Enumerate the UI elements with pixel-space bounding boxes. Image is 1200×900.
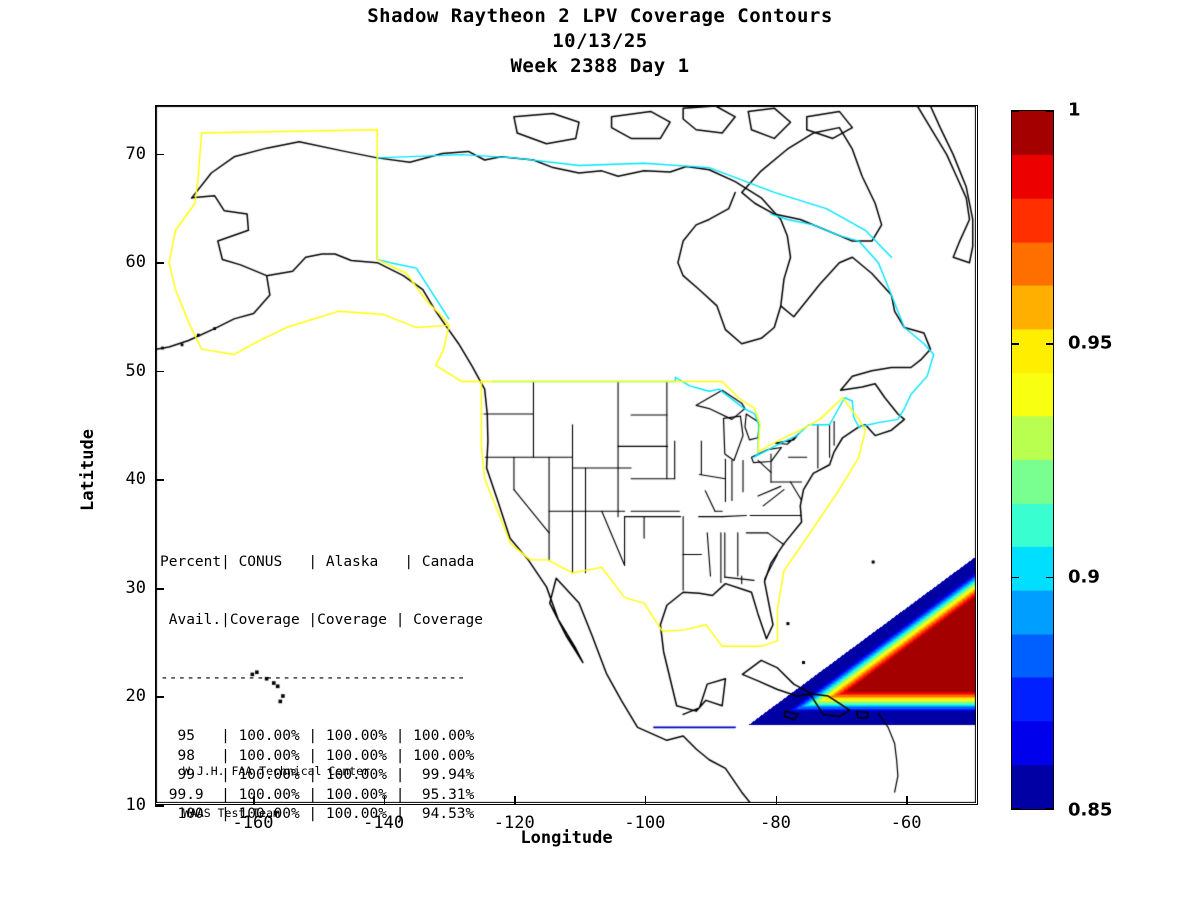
x-tickmark	[775, 796, 778, 805]
y-tick-70: 70	[125, 143, 146, 164]
y-tick-30: 30	[125, 577, 146, 598]
colorbar-gradient	[1011, 110, 1054, 810]
credit-line-2: WAAS Test Team	[183, 806, 280, 820]
colorbar-label-1: 1	[1068, 99, 1081, 121]
table-row: 98 | 100.00% | 100.00% | 100.00%	[160, 747, 475, 764]
credit-line-1: W.J.H. FAA Technical Center	[183, 764, 370, 778]
colorbar-label-0p85: 0.85	[1068, 799, 1113, 821]
y-tick-20: 20	[125, 686, 146, 707]
colorbar-tick	[1011, 110, 1019, 112]
colorbar-tick	[1046, 808, 1054, 810]
x-tick-neg100: -100	[624, 813, 666, 833]
coverage-stats-table: Percent| CONUS | Alaska | Canada Avail.|…	[160, 514, 483, 844]
stats-header-row-1: Percent| CONUS | Alaska | Canada	[160, 553, 475, 570]
colorbar-tick	[1011, 808, 1019, 810]
y-tickmark	[155, 262, 164, 264]
table-row: 99.9 | 100.00% | 100.00% | 95.31%	[160, 786, 475, 803]
table-row: 95 | 100.00% | 100.00% | 100.00%	[160, 728, 475, 745]
x-tick-neg60: -60	[890, 813, 922, 833]
x-tickmark	[644, 796, 647, 805]
stats-header-row-2: Avail.|Coverage |Coverage | Coverage	[160, 612, 484, 629]
x-tickmark	[252, 796, 255, 805]
colorbar-container: 1 0.95 0.9 0.85	[1011, 100, 1112, 821]
y-tickmark	[155, 370, 164, 373]
y-tick-50: 50	[125, 360, 146, 381]
map-plot-area	[155, 105, 978, 805]
y-tickmark	[155, 587, 164, 590]
stats-separator: -----------------------------------	[160, 670, 466, 687]
y-tickmark	[155, 805, 164, 807]
x-tick-neg140: -140	[363, 813, 405, 833]
x-tick-neg120: -120	[493, 813, 535, 833]
colorbar-label-0p95: 0.95	[1068, 332, 1113, 354]
title-line-1: Shadow Raytheon 2 LPV Coverage Contours	[367, 5, 833, 27]
y-tickmark	[155, 153, 164, 156]
y-tick-60: 60	[125, 252, 146, 273]
coverage-contour-map	[156, 106, 976, 803]
chart-title-block: Shadow Raytheon 2 LPV Coverage Contours …	[0, 4, 1200, 79]
x-tickmark	[383, 796, 386, 805]
title-line-2: 10/13/25	[552, 30, 648, 52]
colorbar-tick	[1046, 576, 1054, 579]
colorbar-label-0p9: 0.9	[1068, 566, 1100, 588]
colorbar-tick	[1046, 343, 1054, 345]
colorbar-tick	[1046, 110, 1054, 112]
table-row: 100 | 100.00% | 100.00% | 94.53%	[160, 806, 475, 823]
y-tickmark	[155, 479, 164, 481]
x-tickmark	[906, 796, 908, 805]
title-line-3: Week 2388 Day 1	[510, 55, 690, 77]
x-tickmark	[514, 796, 516, 805]
x-axis-label: Longitude	[520, 828, 613, 848]
table-row: 99 | 100.00% | 100.00% | 99.94%	[160, 767, 475, 784]
y-tick-10: 10	[125, 795, 146, 815]
credit-annotation: W.J.H. FAA Technical Center WAAS Test Te…	[183, 736, 370, 834]
colorbar-tick	[1011, 343, 1019, 345]
colorbar-tick	[1011, 576, 1019, 579]
y-tick-40: 40	[125, 469, 146, 490]
x-tick-neg80: -80	[760, 813, 791, 833]
y-tickmark	[155, 696, 164, 699]
stats-data-rows: 95 | 100.00% | 100.00% | 100.00% 98 | 10…	[160, 727, 483, 824]
x-tick-neg160: -160	[232, 813, 274, 833]
y-axis-label: Latitude	[78, 429, 98, 511]
